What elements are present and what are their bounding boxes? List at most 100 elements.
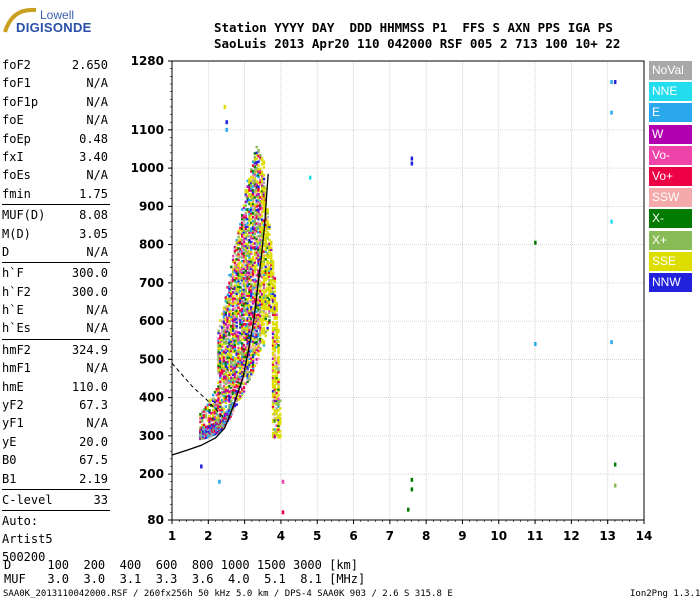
echo-point bbox=[216, 431, 219, 434]
echo-point bbox=[251, 351, 255, 355]
echo-point bbox=[244, 309, 248, 313]
echo-point bbox=[266, 321, 269, 324]
echo-point bbox=[248, 315, 251, 318]
echo-point bbox=[229, 410, 232, 414]
echo-point bbox=[253, 247, 257, 251]
echo-point bbox=[231, 275, 235, 279]
echo-point bbox=[237, 264, 240, 267]
param-name: D bbox=[2, 244, 10, 259]
echo-point bbox=[250, 271, 253, 274]
echo-point bbox=[221, 333, 224, 337]
echo-point bbox=[230, 282, 233, 286]
auto-scaling-label: Auto: bbox=[2, 514, 39, 529]
echo-point bbox=[199, 434, 202, 438]
echo-point bbox=[246, 313, 249, 317]
echo-point bbox=[239, 222, 242, 226]
echo-point bbox=[210, 425, 213, 428]
echo-point bbox=[277, 409, 280, 412]
params-group-virtual-heights: h`F 300.0 h`F2 300.0 h`E N/A h`Es N/A bbox=[2, 264, 166, 338]
echo-point bbox=[257, 273, 260, 276]
isolated-echo bbox=[410, 477, 414, 482]
echo-point bbox=[277, 340, 280, 343]
echo-point bbox=[228, 398, 231, 401]
echo-point bbox=[217, 369, 220, 373]
echo-point bbox=[235, 321, 238, 324]
echo-point bbox=[266, 235, 269, 238]
echo-point bbox=[233, 343, 237, 347]
echo-point bbox=[226, 417, 230, 421]
echo-point bbox=[224, 380, 228, 383]
echo-point bbox=[246, 271, 249, 274]
echo-point bbox=[248, 282, 251, 286]
echo-point bbox=[250, 282, 253, 286]
echo-point bbox=[248, 215, 251, 219]
echo-point bbox=[246, 265, 249, 269]
echo-point bbox=[270, 252, 273, 255]
echo-point bbox=[248, 227, 251, 230]
echo-point bbox=[262, 277, 266, 280]
echo-point bbox=[277, 405, 280, 408]
echo-point bbox=[266, 286, 269, 290]
echo-point bbox=[202, 415, 206, 419]
echo-point bbox=[233, 266, 237, 270]
echo-point bbox=[242, 382, 246, 385]
echo-point bbox=[246, 275, 249, 278]
echo-point bbox=[207, 435, 211, 439]
echo-point bbox=[273, 380, 277, 383]
echo-point bbox=[246, 273, 249, 276]
echo-point bbox=[248, 290, 251, 294]
echo-point bbox=[219, 412, 222, 416]
echo-point bbox=[228, 312, 231, 315]
echo-point bbox=[257, 349, 260, 353]
echo-point bbox=[262, 208, 266, 211]
echo-point bbox=[205, 430, 208, 433]
echo-point bbox=[259, 245, 262, 249]
echo-point bbox=[248, 179, 251, 183]
echo-point bbox=[251, 160, 255, 164]
echo-point bbox=[235, 265, 238, 269]
echo-point bbox=[275, 313, 278, 317]
echo-point bbox=[242, 273, 246, 276]
echo-point bbox=[250, 265, 253, 269]
echo-point bbox=[268, 284, 271, 288]
echo-point bbox=[233, 245, 237, 249]
echo-point bbox=[237, 340, 240, 344]
echo-point bbox=[206, 432, 209, 436]
echo-point bbox=[228, 310, 231, 313]
echo-point bbox=[250, 229, 253, 232]
echo-point bbox=[246, 370, 249, 374]
echo-point bbox=[231, 335, 235, 338]
legend-item-noval: NoVal bbox=[649, 61, 692, 80]
param-value: N/A bbox=[86, 94, 108, 109]
echo-point bbox=[257, 292, 260, 296]
echo-point bbox=[264, 298, 267, 301]
echo-point bbox=[257, 275, 260, 278]
echo-point bbox=[228, 283, 231, 287]
echo-point bbox=[255, 214, 258, 218]
echo-point bbox=[260, 302, 264, 306]
echo-point bbox=[200, 435, 203, 439]
echo-point bbox=[277, 403, 280, 406]
echo-point bbox=[208, 403, 211, 406]
echo-point bbox=[233, 370, 237, 373]
echo-point bbox=[250, 368, 253, 372]
echo-point bbox=[235, 334, 238, 338]
echo-point bbox=[251, 370, 255, 374]
echo-point bbox=[260, 201, 264, 204]
echo-point bbox=[219, 421, 222, 425]
echo-point bbox=[237, 291, 240, 294]
echo-point bbox=[215, 403, 218, 406]
echo-point bbox=[203, 429, 206, 432]
echo-point bbox=[260, 283, 264, 287]
echo-point bbox=[257, 254, 260, 257]
echo-point bbox=[237, 268, 240, 271]
echo-point bbox=[217, 417, 220, 421]
echo-point bbox=[235, 269, 238, 273]
echo-point bbox=[239, 379, 242, 383]
echo-point bbox=[275, 397, 278, 401]
echo-point bbox=[262, 315, 266, 318]
echo-point bbox=[277, 414, 280, 418]
echo-point bbox=[248, 370, 251, 374]
echo-point bbox=[235, 403, 238, 406]
echo-point bbox=[240, 294, 244, 297]
